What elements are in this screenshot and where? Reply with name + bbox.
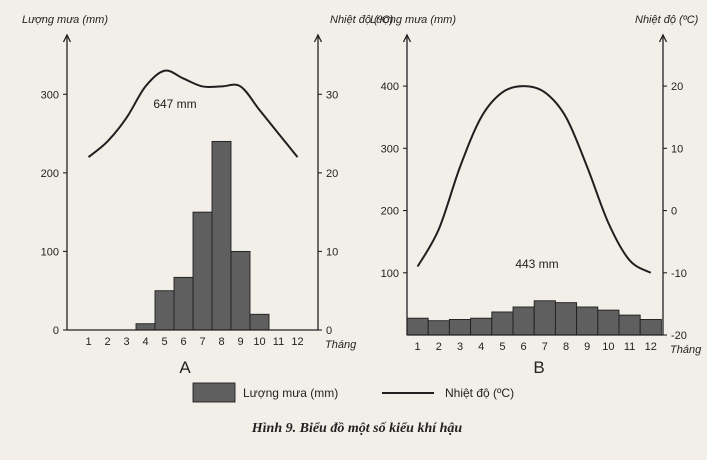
y-tick-label: 200	[41, 168, 59, 180]
x-tick-label: 1	[415, 341, 421, 353]
legend-bar-label: Lượng mưa (mm)	[243, 386, 338, 400]
rainfall-bar	[448, 318, 472, 336]
x-tick-label: 11	[273, 336, 284, 348]
rainfall-bar	[427, 320, 450, 336]
x-axis-title: Tháng	[670, 344, 702, 356]
rainfall-bar	[135, 323, 156, 331]
figure-caption: Hình 9. Biểu đồ một số kiểu khí hậu	[251, 421, 463, 436]
panel-label: B	[533, 358, 544, 377]
legend: Lượng mưa (mm) Nhiệt độ (ºC)	[192, 382, 514, 403]
rainfall-bar	[249, 313, 270, 331]
x-tick-label: 3	[123, 336, 129, 348]
y-axis-title: Lượng mưa (mm)	[22, 14, 108, 26]
left-axis-arrow	[62, 33, 72, 43]
y2-axis-title: Nhiệt độ (ºC)	[635, 14, 699, 26]
y-tick-label: 300	[381, 143, 399, 155]
rainfall-bar	[533, 300, 556, 336]
rainfall-bar	[192, 211, 213, 331]
x-tick-label: 6	[521, 341, 527, 353]
x-tick-label: 8	[218, 336, 224, 348]
x-tick-label: 5	[161, 336, 167, 348]
total-rainfall-annotation: 647 mm	[153, 97, 196, 111]
left-axis-arrow	[402, 33, 412, 43]
rainfall-bar	[554, 302, 578, 336]
y-tick-label: 300	[41, 89, 59, 101]
y2-tick-label: 10	[326, 246, 338, 258]
x-tick-label: 12	[291, 336, 303, 348]
temperature-line	[416, 85, 652, 274]
right-axis-arrow	[658, 33, 668, 43]
y-tick-label: 400	[381, 81, 399, 93]
x-tick-label: 1	[85, 336, 91, 348]
x-axis-title: Tháng	[325, 339, 357, 351]
x-tick-label: 10	[602, 341, 614, 353]
y2-tick-label: 0	[326, 325, 332, 337]
rainfall-bar	[211, 140, 232, 331]
x-tick-label: 11	[624, 341, 635, 353]
rainfall-bar	[639, 318, 662, 336]
x-tick-label: 3	[457, 341, 463, 353]
legend-line-label: Nhiệt độ (ºC)	[445, 386, 514, 400]
rainfall-bar	[597, 309, 620, 336]
x-tick-label: 10	[253, 336, 265, 348]
rainfall-bar	[173, 276, 194, 331]
x-tick-label: 6	[180, 336, 186, 348]
x-tick-label: 9	[237, 336, 243, 348]
rainfall-bar	[406, 317, 429, 336]
temperature-line	[87, 69, 299, 158]
y-tick-label: 200	[381, 206, 399, 218]
rainfall-bar	[576, 306, 599, 336]
x-tick-label: 9	[584, 341, 590, 353]
y-tick-label: 0	[53, 325, 59, 337]
rainfall-bar	[491, 311, 514, 336]
x-tick-label: 8	[563, 341, 569, 353]
y2-tick-label: 20	[671, 81, 683, 93]
right-axis-arrow	[313, 33, 323, 43]
rainfall-bar	[154, 290, 175, 331]
rainfall-bar	[230, 250, 251, 331]
y-tick-label: 100	[381, 268, 399, 280]
y2-tick-label: 20	[326, 168, 338, 180]
y2-tick-label: -10	[671, 268, 687, 280]
x-tick-label: 5	[499, 341, 505, 353]
panel-label: A	[179, 358, 191, 377]
total-rainfall-annotation: 443 mm	[515, 257, 558, 271]
y2-tick-label: 10	[671, 143, 683, 155]
x-tick-label: 2	[436, 341, 442, 353]
x-tick-label: 7	[542, 341, 548, 353]
y-axis-title: Lượng mưa (mm)	[370, 14, 456, 26]
y-tick-label: 100	[41, 246, 59, 258]
x-tick-label: 12	[645, 341, 657, 353]
y2-axis-title: Nhiệt độ (ºC)	[330, 14, 394, 26]
y2-tick-label: 0	[671, 206, 677, 218]
rainfall-bar	[512, 306, 535, 336]
y2-tick-label: -20	[671, 330, 687, 342]
rainfall-bar	[618, 314, 641, 336]
rainfall-bar	[470, 317, 493, 336]
x-tick-label: 4	[478, 341, 484, 353]
x-tick-label: 2	[104, 336, 110, 348]
legend-bar-swatch	[192, 382, 236, 403]
x-tick-label: 4	[142, 336, 148, 348]
y2-tick-label: 30	[326, 89, 338, 101]
x-tick-label: 7	[199, 336, 205, 348]
